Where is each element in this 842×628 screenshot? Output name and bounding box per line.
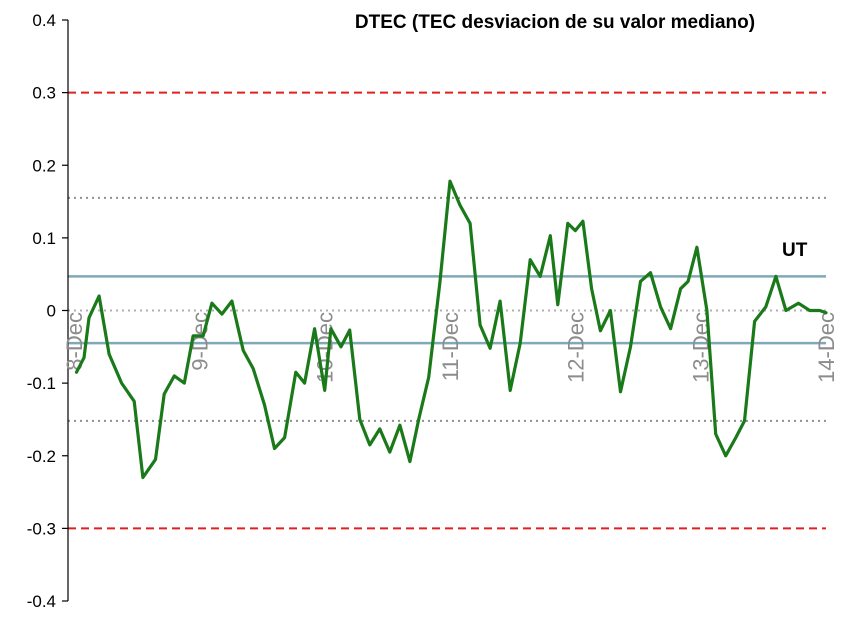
chart-title: DTEC (TEC desviacion de su valor mediano… bbox=[355, 12, 755, 33]
y-tick-label-5: -0.1 bbox=[27, 374, 56, 393]
annotation-label: UT bbox=[782, 240, 808, 261]
reference-lines bbox=[68, 91, 826, 530]
y-axis: 0.4 0.3 0.2 0.1 0 -0.1 -0.2 -0.3 -0.4 bbox=[27, 11, 69, 611]
y-tick-label-2: 0.2 bbox=[32, 156, 56, 175]
y-tick-label-6: -0.2 bbox=[27, 447, 56, 466]
y-tick-label-0: 0.4 bbox=[32, 11, 56, 30]
y-tick-label-3: 0.1 bbox=[32, 229, 56, 248]
x-tick-label-3: 11-Dec bbox=[438, 312, 463, 381]
series-group bbox=[74, 179, 828, 480]
y-tick-label-1: 0.3 bbox=[32, 84, 56, 103]
x-tick-label-4: 12-Dec bbox=[563, 312, 588, 383]
y-tick-label-8: -0.4 bbox=[27, 592, 56, 611]
y-tick-label-4: 0 bbox=[47, 302, 56, 321]
y-tick-label-7: -0.3 bbox=[27, 519, 56, 538]
series-line-0 bbox=[74, 179, 828, 480]
x-tick-label-6: 14-Dec bbox=[814, 312, 839, 383]
x-axis: 8-Dec 9-Dec 10-Dec 11-Dec 12-Dec 13-Dec 14-Dec bbox=[62, 312, 839, 383]
